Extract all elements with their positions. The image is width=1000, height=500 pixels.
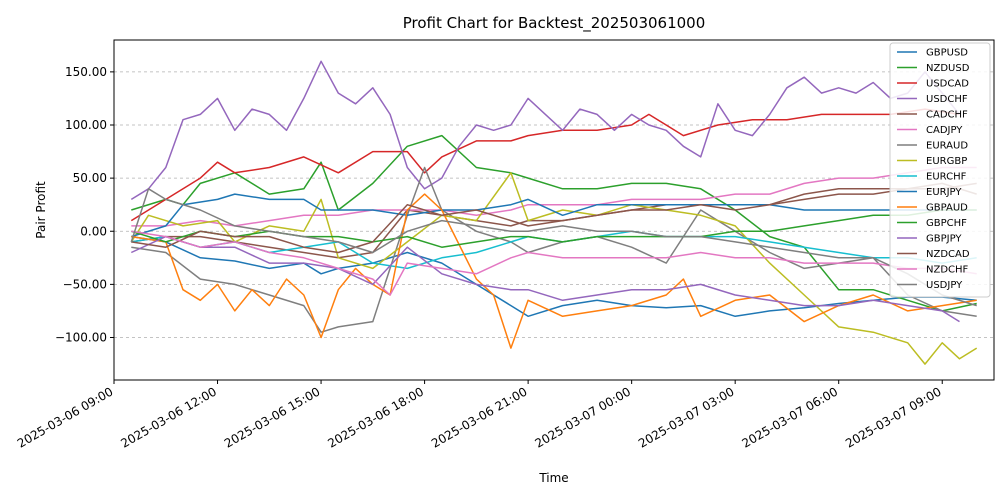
x-axis-label: Time	[538, 471, 568, 485]
legend-label: NZDUSD	[926, 63, 970, 74]
legend-label: USDJPY	[926, 280, 963, 291]
y-tick-label: −100.00	[55, 331, 107, 345]
series-line-nzdusd	[131, 134, 977, 312]
series-line-euraud	[131, 166, 977, 333]
legend-label: CADJPY	[926, 125, 963, 136]
legend-label: CADCHF	[926, 110, 968, 121]
legend-label: GBPUSD	[926, 48, 968, 59]
series-line-eurgbp	[130, 172, 978, 365]
y-axis: −100.00 −50.00 0.00 50.00 100.00 150.00	[55, 65, 114, 345]
series-line-usdjpy	[130, 188, 977, 307]
legend-label: GBPAUD	[926, 203, 968, 214]
legend-label: USDCHF	[926, 94, 968, 105]
series-line-eurjpy	[131, 193, 977, 238]
y-tick-label: 0.00	[80, 224, 107, 238]
y-tick-label: 150.00	[65, 65, 107, 79]
series-line-gbpjpy	[130, 235, 960, 323]
series-line-nzdcad	[131, 182, 977, 254]
y-tick-label: 50.00	[73, 171, 107, 185]
legend-label: EURGBP	[926, 156, 967, 167]
plot-frame	[113, 39, 995, 381]
series-line-usdcad	[130, 108, 960, 222]
series-lines	[130, 60, 978, 365]
legend-label: GBPCHF	[926, 218, 967, 229]
legend-label: EURCHF	[926, 172, 967, 183]
legend-label: USDCAD	[926, 79, 969, 90]
series-line-nzdchf	[131, 230, 977, 296]
legend-label: NZDCAD	[926, 249, 970, 260]
legend-label: EURJPY	[926, 187, 962, 198]
y-tick-label: 100.00	[65, 118, 107, 132]
grid-lines	[114, 71, 994, 338]
chart-title: Profit Chart for Backtest_202503061000	[403, 14, 706, 33]
y-tick-label: −50.00	[63, 277, 107, 291]
series-line-cadchf	[131, 182, 977, 259]
legend-label: GBPJPY	[926, 234, 962, 245]
legend: GBPUSD NZDUSD USDCAD USDCHF CADCHF CADJPY EURA…	[889, 42, 991, 298]
series-line-usdchf	[130, 60, 961, 201]
legend-box	[889, 42, 991, 298]
legend-label: EURAUD	[926, 141, 968, 152]
legend-label: NZDCHF	[926, 265, 969, 276]
y-axis-label: Pair Profit	[34, 181, 48, 239]
series-line-cadjpy	[131, 166, 977, 227]
